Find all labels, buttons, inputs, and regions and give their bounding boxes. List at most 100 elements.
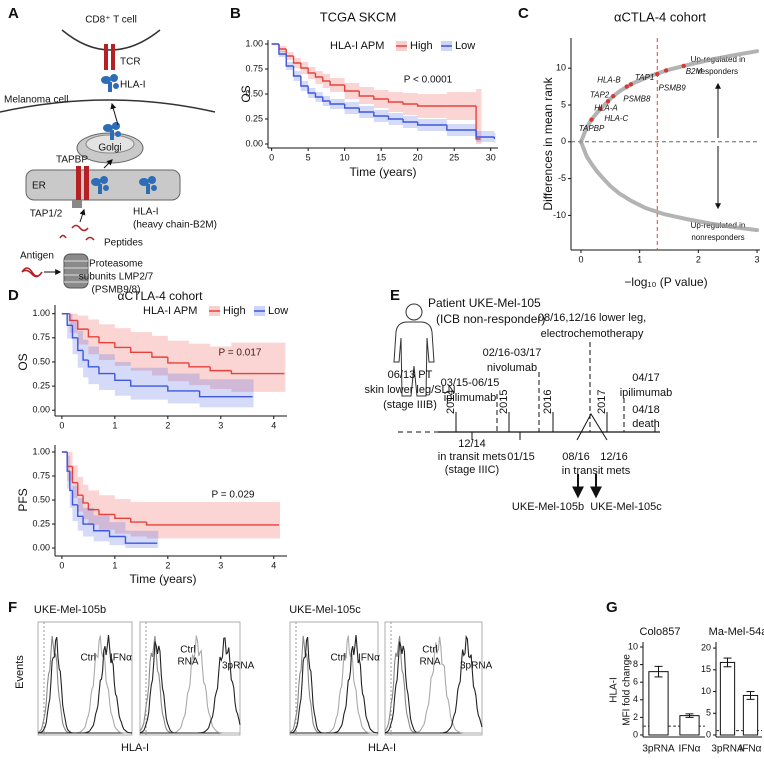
histogram-curve: [37, 635, 132, 734]
error-bar: [723, 657, 732, 668]
legend-label: Low: [455, 40, 475, 52]
confidence-band: [69, 313, 78, 333]
y-axis-label: OS: [16, 353, 30, 370]
gene-point: [598, 106, 603, 111]
rank-curve: [579, 139, 760, 233]
timeline-label: 06/13 PT: [388, 369, 433, 381]
confidence-band: [130, 367, 168, 400]
bar: [742, 694, 759, 736]
timeline-label: 04/18: [632, 404, 660, 416]
hla-domain: [100, 176, 108, 184]
y-tick-label: 20: [701, 642, 711, 652]
flow-title: UKE-Mel-105b: [34, 604, 106, 616]
y-tick-label: 5: [706, 708, 711, 718]
x-tick-label: 3pRNA: [711, 744, 744, 755]
gene-label: HLA-B: [597, 76, 621, 85]
x-tick-label: 0: [59, 420, 64, 430]
diagram-label: Proteasome: [89, 259, 143, 270]
confidence-band: [72, 485, 78, 522]
bar: [719, 661, 736, 736]
confidence-band: [284, 342, 286, 392]
confidence-band: [167, 373, 200, 404]
y-axis-label: OS: [239, 85, 253, 102]
b2m-domain: [103, 185, 109, 191]
y-tick-label: 10: [628, 641, 638, 651]
survival-step: [373, 112, 389, 117]
confidence-band: [72, 465, 78, 499]
bar: [679, 715, 700, 736]
survival-step: [98, 336, 115, 344]
timeline-label: (stage IIIC): [445, 464, 499, 476]
survival-step: [314, 73, 323, 78]
survival-step: [387, 99, 404, 103]
survival-step: [416, 122, 447, 126]
y-tick-label: 10: [701, 686, 711, 696]
chart-title: Colo857: [640, 626, 681, 638]
diagram-label: HLA-I: [133, 207, 159, 218]
hla-stem: [146, 184, 150, 194]
timeline-label: in transit mets: [438, 451, 507, 463]
survival-step: [151, 352, 168, 358]
flow-x-label: HLA-I: [368, 742, 396, 754]
y-tick-label: 5: [561, 99, 566, 109]
survival-step: [322, 97, 331, 102]
survival-step: [446, 125, 477, 131]
hla-domain: [112, 122, 120, 130]
panel-letter: B: [230, 5, 241, 22]
timeline-label: 12/14: [458, 438, 486, 450]
x-tick-label: 4: [271, 420, 276, 430]
proteasome: [63, 253, 89, 289]
survival-step: [387, 116, 404, 120]
x-tick-label: 1: [112, 560, 117, 570]
confidence-band: [130, 501, 147, 537]
confidence-band: [125, 530, 158, 549]
histogram-curve: [385, 634, 483, 734]
peak-label: RNA: [177, 657, 198, 668]
survival-step: [292, 56, 301, 64]
confidence-band: [279, 501, 281, 539]
x-tick-label: 30: [486, 152, 496, 162]
y-tick-label: 0.25: [32, 518, 50, 528]
timeline-label: UKE-Mel-105b: [512, 501, 584, 513]
survival-step: [188, 362, 211, 368]
chart-title: Ma-Mel-54a: [709, 626, 764, 638]
confidence-band: [114, 499, 131, 534]
flow-frame: [384, 621, 483, 736]
y-tick-label: 1.00: [32, 308, 50, 318]
melanoma-membrane: [0, 99, 216, 113]
timeline-label: skin lower leg/SLN: [364, 384, 455, 396]
diagram-label: subunits LMP2/7: [79, 272, 154, 283]
year-label: 2016: [542, 390, 554, 414]
timeline-label: Patient UKE-Mel-105: [428, 296, 541, 310]
confidence-band: [130, 332, 152, 371]
x-tick-label: 2: [165, 420, 170, 430]
confidence-band: [88, 490, 99, 525]
survival-step: [343, 104, 360, 109]
y-tick-label: 0.75: [32, 332, 50, 342]
peak-label: 3pRNA: [460, 661, 493, 672]
survival-step: [77, 504, 84, 518]
y-tick-label: 0.75: [245, 63, 263, 73]
legend-label: Low: [268, 305, 288, 317]
x-tick-label: 3pRNA: [642, 744, 675, 755]
y-tick-label: 0.00: [245, 138, 263, 148]
survival-step: [402, 102, 418, 105]
histogram-curve: [140, 637, 241, 734]
confidence-band: [67, 313, 73, 339]
peptide: [71, 224, 89, 232]
survival-step: [87, 360, 99, 368]
tcr-chain: [104, 44, 108, 70]
confidence-band: [83, 339, 89, 378]
timeline-label: nivolumab: [487, 362, 537, 374]
survival-step: [82, 516, 94, 525]
survival-step: [114, 514, 131, 519]
gene-label: PSMB9: [659, 83, 687, 92]
confidence-band: [151, 335, 168, 376]
diagram-label: Peptides: [104, 238, 143, 249]
confidence-band: [69, 471, 73, 508]
confidence-band: [98, 495, 115, 530]
x-tick-label: 1: [637, 254, 642, 264]
confidence-band: [77, 476, 84, 512]
annotation: responders: [698, 67, 738, 76]
